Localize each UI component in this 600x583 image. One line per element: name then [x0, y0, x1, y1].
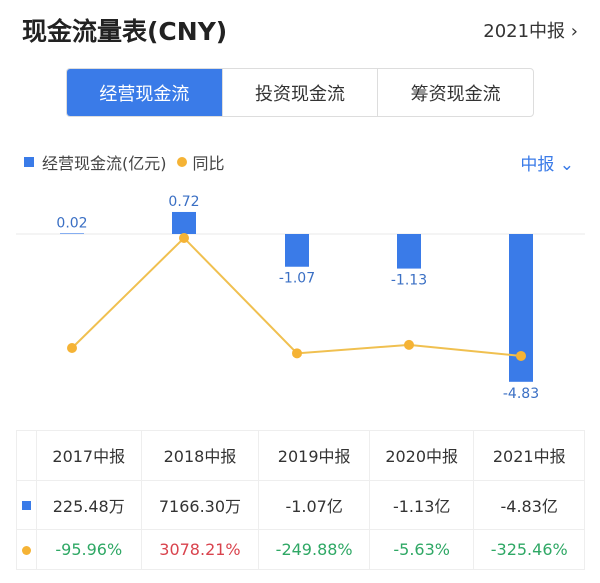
- yoy-point: [404, 339, 414, 350]
- bar: [397, 234, 421, 269]
- bar: [172, 211, 196, 234]
- header-cell: 2021中报: [473, 430, 585, 481]
- value-cell: -4.83亿: [473, 479, 585, 531]
- bar-value-label: -1.13: [391, 273, 427, 289]
- tab-investing[interactable]: 投资现金流: [221, 69, 378, 116]
- bar: [285, 234, 309, 267]
- yoy-cell: -95.96%: [36, 529, 142, 570]
- frequency-dropdown[interactable]: 中报 ⌄: [520, 150, 574, 175]
- page-title: 现金流量表(CNY): [22, 17, 228, 46]
- header-cell: 2018中报: [140, 430, 260, 481]
- bar-value-label: 0.72: [168, 195, 199, 210]
- header-cell: 2019中报: [258, 430, 370, 481]
- bar: [60, 233, 84, 234]
- tab-financing[interactable]: 筹资现金流: [377, 69, 533, 116]
- yoy-point: [516, 350, 526, 361]
- yoy-point: [67, 343, 77, 353]
- line-series-icon: [22, 546, 31, 556]
- table-row: 225.48万 7166.30万 -1.07亿 -1.13亿 -4.83亿: [16, 479, 585, 531]
- bar-value-label: -4.83: [503, 386, 539, 402]
- bar-series-icon: [22, 501, 31, 511]
- cashflow-tabs: 经营现金流 投资现金流 筹资现金流: [66, 68, 534, 117]
- bar-legend-icon: [24, 157, 34, 167]
- data-table: 2017中报 2018中报 2019中报 2020中报 2021中报 225.4…: [16, 430, 585, 570]
- yoy-cell: 3078.21%: [140, 529, 260, 570]
- frequency-label: 中报: [520, 155, 555, 175]
- table-header-row: 2017中报 2018中报 2019中报 2020中报 2021中报: [16, 430, 585, 481]
- value-cell: -1.13亿: [368, 479, 475, 531]
- header-cell: 2017中报: [36, 430, 142, 481]
- value-cell: 7166.30万: [140, 479, 260, 531]
- value-cell: 225.48万: [36, 479, 142, 531]
- yoy-cell: -5.63%: [368, 529, 475, 570]
- bar-value-label: -1.07: [279, 271, 315, 287]
- chevron-right-icon: ›: [570, 21, 578, 42]
- chevron-down-icon: ⌄: [559, 155, 574, 175]
- value-cell: -1.07亿: [258, 479, 370, 531]
- period-label: 2021中报: [483, 21, 566, 42]
- yoy-cell: -249.88%: [258, 529, 370, 570]
- tab-operating[interactable]: 经营现金流: [67, 69, 222, 116]
- yoy-point: [179, 232, 189, 243]
- bar-legend-label: 经营现金流(亿元): [42, 154, 167, 173]
- bar-value-label: 0.02: [56, 215, 87, 231]
- header-cell: 2020中报: [368, 430, 475, 481]
- yoy-point: [292, 348, 302, 359]
- chart-legend: 经营现金流(亿元) 同比: [24, 150, 225, 174]
- period-selector[interactable]: 2021中报 ›: [483, 17, 578, 43]
- yoy-cell: -325.46%: [473, 529, 585, 570]
- table-row: -95.96% 3078.21% -249.88% -5.63% -325.46…: [16, 529, 585, 570]
- line-legend-icon: [176, 157, 187, 167]
- line-legend-label: 同比: [192, 154, 225, 173]
- cashflow-chart: 0.02 0.72 -1.07 -1.13 -4.83: [16, 195, 585, 402]
